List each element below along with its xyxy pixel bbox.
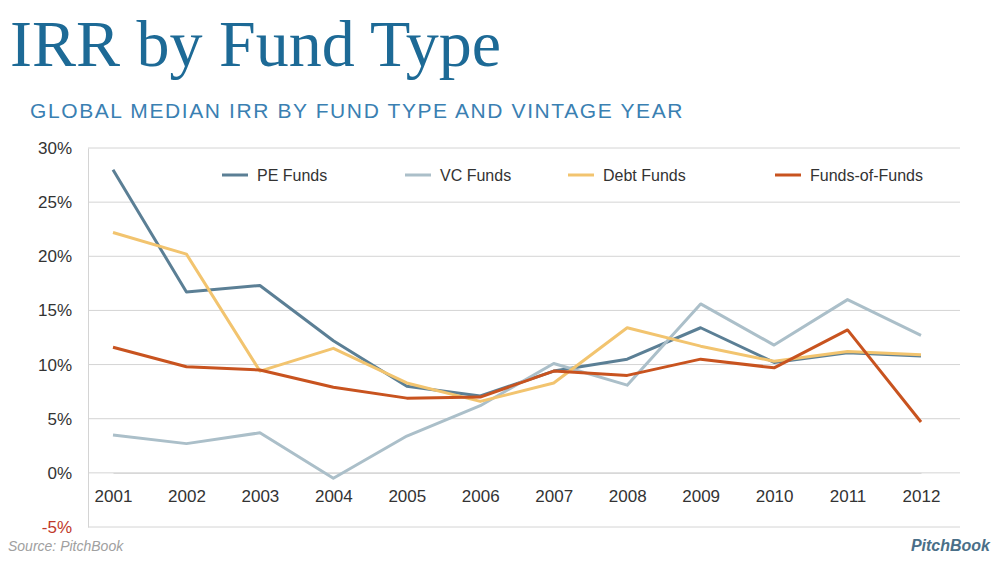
legend-label: PE Funds <box>257 167 327 184</box>
series-line <box>113 232 921 401</box>
y-tick-label: 30% <box>38 139 72 158</box>
x-tick-label: 2005 <box>388 487 426 506</box>
y-tick: 5% <box>47 410 88 429</box>
x-tick: 2007 <box>535 473 573 506</box>
x-tick-label: 2009 <box>682 487 720 506</box>
grid-line <box>88 148 960 149</box>
y-tick: 15% <box>38 301 88 320</box>
legend: PE Funds VC Funds Debt Funds Funds-of-Funds <box>222 167 923 184</box>
x-tick: 2010 <box>756 473 794 506</box>
title: IRR by Fund Type <box>10 7 501 80</box>
x-tick-label: 2011 <box>830 487 867 506</box>
legend-swatch <box>405 174 431 177</box>
x-tick-label: 2002 <box>168 487 206 506</box>
x-tick: 2011 <box>830 473 867 506</box>
x-axis: 2001 2002 2003 2004 2005 2006 2007 2008 2009 2010… <box>95 473 941 506</box>
y-tick-label: 15% <box>38 301 72 320</box>
x-tick-label: 2010 <box>756 487 794 506</box>
grid-line <box>88 202 960 203</box>
legend-label: Funds-of-Funds <box>810 167 923 184</box>
x-tick-label: 2006 <box>462 487 500 506</box>
x-tick: 2003 <box>241 473 279 506</box>
legend-swatch <box>568 174 594 177</box>
x-tick-label: 2001 <box>95 487 133 506</box>
grid-line <box>88 256 960 257</box>
y-tick-label: 10% <box>38 356 72 375</box>
x-tick: 2002 <box>168 473 206 506</box>
source-note: Source: PitchBook <box>8 538 124 554</box>
legend-swatch <box>775 174 801 177</box>
grid-line <box>88 472 960 473</box>
y-tick: 20% <box>38 247 88 266</box>
x-tick: 2006 <box>462 473 500 506</box>
series-line <box>113 170 921 396</box>
series-lines <box>113 170 921 479</box>
x-tick: 2001 <box>95 473 133 506</box>
grid-line <box>88 364 960 365</box>
series-line <box>113 330 921 422</box>
x-tick: 2012 <box>903 473 941 506</box>
grid <box>88 148 960 527</box>
y-tick: -5% <box>42 518 88 537</box>
x-tick-label: 2008 <box>609 487 647 506</box>
subtitle: GLOBAL MEDIAN IRR BY FUND TYPE AND VINTA… <box>30 99 684 122</box>
y-tick-label: 0% <box>47 464 72 483</box>
y-axis-line <box>88 149 89 528</box>
x-tick: 2009 <box>682 473 720 506</box>
y-tick: 25% <box>38 193 88 212</box>
y-tick: 0% <box>47 464 88 483</box>
grid-line <box>88 527 960 528</box>
y-tick: 30% <box>38 139 88 158</box>
y-tick-label: 25% <box>38 193 72 212</box>
x-tick-label: 2012 <box>903 487 941 506</box>
x-tick-label: 2007 <box>535 487 573 506</box>
x-axis-line <box>114 473 922 474</box>
legend-label: Debt Funds <box>603 167 686 184</box>
x-tick-label: 2004 <box>315 487 353 506</box>
y-tick-label: 20% <box>38 247 72 266</box>
grid-line <box>88 418 960 419</box>
series-line <box>113 300 921 479</box>
y-tick: 10% <box>38 356 88 375</box>
x-tick: 2008 <box>609 473 647 506</box>
legend-swatch <box>222 174 248 177</box>
x-tick-label: 2003 <box>241 487 279 506</box>
legend-label: VC Funds <box>440 167 511 184</box>
brand-logo: PitchBook <box>911 537 991 554</box>
y-tick-label: 5% <box>47 410 72 429</box>
x-tick: 2005 <box>388 473 426 506</box>
y-tick-label: -5% <box>42 518 72 537</box>
y-axis: -5% 0% 5% 10% 15% 20% 25% 30% <box>38 139 89 537</box>
chart: IRR by Fund Type GLOBAL MEDIAN IRR BY FUN… <box>0 0 1000 563</box>
